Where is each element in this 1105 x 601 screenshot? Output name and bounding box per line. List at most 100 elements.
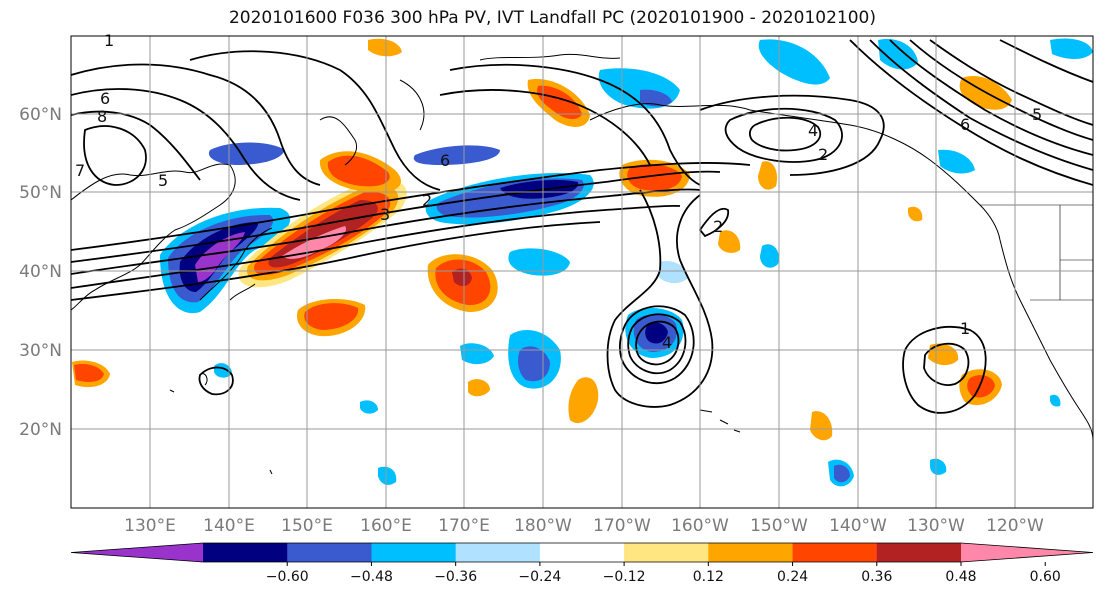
colorbar-swatch	[708, 543, 794, 562]
colorbar-tick-label: −0.60	[266, 569, 309, 585]
pv-positive-region	[568, 377, 599, 424]
lon-label: 160°W	[671, 516, 729, 536]
contour-line	[627, 313, 687, 375]
colorbar-swatch	[624, 543, 709, 562]
contour-label: 1	[960, 319, 970, 338]
us-state-border	[980, 204, 1093, 301]
ivt-contours	[71, 39, 1093, 414]
pv-positive-region	[368, 38, 402, 57]
pv-positive-region	[468, 379, 490, 397]
contour-line	[71, 63, 321, 186]
contour-line	[889, 39, 1093, 156]
colorbar-tick-label: −0.12	[603, 569, 646, 585]
colorbar-swatch	[792, 543, 878, 562]
contour-line	[724, 107, 843, 163]
latitude-labels: 60°N 50°N 40°N 30°N 20°N	[19, 105, 62, 440]
contour-label: 4	[662, 333, 672, 352]
pv-positive-region	[327, 155, 390, 187]
pv-negative-region	[1050, 394, 1061, 407]
colorbar-tick-label: −0.24	[518, 569, 561, 585]
contour-line	[909, 39, 1093, 141]
pv-positive-region	[908, 206, 923, 222]
pv-negative-region	[760, 244, 779, 268]
contour-line	[71, 170, 721, 263]
pv-negative-region	[834, 464, 850, 483]
contour-line	[849, 39, 1093, 186]
colorbar-tick-label: 0.48	[945, 569, 976, 585]
colorbar-swatch	[539, 543, 625, 562]
contour-line	[71, 162, 751, 251]
lon-label: 150°E	[281, 516, 333, 536]
contour-line	[449, 63, 701, 186]
colorbar-swatch	[287, 543, 372, 562]
pv-positive-region	[452, 268, 472, 287]
pv-negative-region	[938, 149, 975, 174]
contour-line	[999, 39, 1093, 83]
pv-positive-region	[282, 226, 347, 259]
pv-negative-region	[1050, 38, 1093, 59]
contour-line	[83, 125, 147, 186]
pv-positive-region	[627, 164, 682, 191]
contour-label: 3	[380, 205, 390, 224]
lat-label: 60°N	[19, 105, 62, 125]
contour-line	[189, 50, 441, 191]
contour-label: 5	[1032, 105, 1042, 124]
pv-negative-region	[460, 343, 494, 365]
kamchatka-coastline	[319, 116, 358, 166]
pv-positive-region	[304, 303, 359, 330]
colorbar-tick-label: 0.12	[693, 569, 724, 585]
lon-label: 140°W	[829, 516, 887, 536]
lon-label: 170°W	[593, 516, 651, 536]
contour-line	[71, 88, 301, 201]
pv-negative-region	[658, 260, 688, 284]
contour-label: 2	[818, 145, 828, 164]
contour-line	[869, 39, 1093, 171]
lon-label: 140°E	[203, 516, 255, 536]
lat-label: 40°N	[19, 262, 62, 282]
pv-negative-region	[508, 248, 570, 276]
lon-label: 180°W	[514, 516, 572, 536]
map-frame	[70, 35, 1094, 509]
lat-label: 50°N	[19, 183, 62, 203]
colorbar-tick-label: −0.48	[350, 569, 393, 585]
colorbar: −0.60 −0.48 −0.36 −0.24 −0.12 0.12 0.24 0.36 0.4…	[70, 542, 1094, 585]
contour-label: 4	[808, 121, 818, 140]
colorbar-extend-min	[71, 543, 203, 562]
contour-line	[71, 221, 601, 301]
contour-label: 6	[960, 115, 970, 134]
contour-line	[606, 189, 714, 408]
lon-label: 120°W	[986, 516, 1044, 536]
lon-label: 150°W	[750, 516, 808, 536]
pv-positive-region	[74, 364, 104, 382]
lon-label: 130°E	[124, 516, 176, 536]
alaska-coastline	[589, 103, 1001, 241]
contour-line	[698, 207, 729, 238]
contour-line	[902, 326, 987, 414]
contour-line	[923, 342, 970, 386]
contour-label: 2	[713, 217, 723, 236]
colorbar-swatch	[455, 543, 541, 562]
graticule	[71, 36, 1093, 508]
contour-line	[439, 89, 651, 166]
lon-label: 130°W	[907, 516, 965, 536]
pv-negative-region	[640, 89, 672, 107]
lon-label: 170°E	[438, 516, 490, 536]
colorbar-outline	[70, 542, 1094, 563]
north-america-coastline	[999, 239, 1093, 441]
contour-label: 1	[104, 31, 114, 50]
map-title: 2020101600 F036 300 hPa PV, IVT Landfall…	[228, 8, 876, 28]
lat-label: 30°N	[19, 341, 62, 361]
colorbar-extend-max	[961, 543, 1093, 562]
contour-label: 7	[75, 161, 85, 180]
lon-label: 160°E	[360, 516, 412, 536]
pv-negative-region	[518, 346, 550, 382]
contour-line	[635, 320, 680, 366]
pv-positive-region	[758, 161, 778, 190]
colorbar-tick-label: 0.24	[777, 569, 808, 585]
pv-negative-region	[413, 145, 500, 165]
lat-label: 20°N	[19, 420, 62, 440]
contour-label: 2	[422, 191, 432, 210]
pv-negative-region	[878, 38, 918, 70]
contour-label: 6	[440, 151, 450, 170]
